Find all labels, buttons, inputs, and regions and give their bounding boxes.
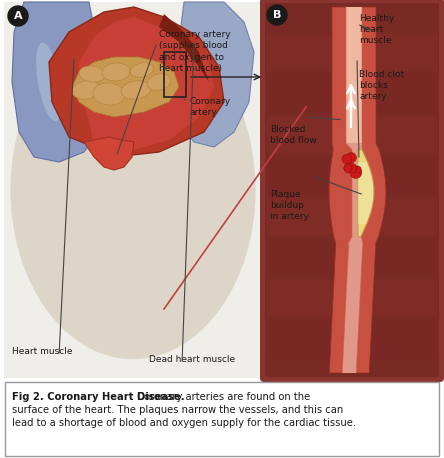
Circle shape [342, 154, 352, 164]
Text: Coronary
artery: Coronary artery [189, 97, 230, 117]
Polygon shape [159, 14, 209, 82]
Circle shape [346, 153, 357, 163]
Ellipse shape [79, 66, 105, 82]
Circle shape [347, 164, 357, 173]
Text: Blocked
blood flow: Blocked blood flow [270, 125, 317, 145]
Polygon shape [12, 2, 104, 162]
Circle shape [350, 167, 362, 179]
Bar [267, 239, 437, 276]
Ellipse shape [93, 83, 125, 105]
Bar [267, 34, 437, 71]
Ellipse shape [36, 43, 62, 121]
Ellipse shape [121, 81, 151, 99]
Polygon shape [358, 150, 374, 236]
Text: Plaque
buildup
in artery: Plaque buildup in artery [270, 190, 309, 221]
Circle shape [267, 5, 287, 25]
Circle shape [344, 164, 352, 172]
Polygon shape [329, 7, 386, 373]
Polygon shape [84, 137, 134, 170]
Ellipse shape [102, 63, 130, 81]
Text: Coronary artery
(supplies blood
and oxygen to
heart muscle): Coronary artery (supplies blood and oxyg… [159, 30, 230, 73]
Polygon shape [174, 2, 254, 147]
FancyBboxPatch shape [4, 2, 262, 378]
Circle shape [354, 166, 361, 173]
Bar [267, 157, 437, 194]
Text: Heart muscle: Heart muscle [12, 347, 72, 356]
FancyBboxPatch shape [265, 3, 439, 377]
Text: Coronary arteries are found on the: Coronary arteries are found on the [134, 392, 310, 402]
Ellipse shape [11, 21, 256, 359]
FancyBboxPatch shape [5, 382, 439, 456]
Ellipse shape [130, 63, 154, 77]
Ellipse shape [147, 74, 171, 90]
Bar [267, 116, 437, 153]
Polygon shape [346, 7, 362, 143]
Bar [267, 75, 437, 112]
FancyBboxPatch shape [260, 0, 444, 382]
Bar [267, 280, 437, 317]
Polygon shape [342, 7, 374, 373]
Text: A: A [14, 11, 22, 21]
Text: Fig 2. Coronary Heart Disease.: Fig 2. Coronary Heart Disease. [12, 392, 185, 402]
Polygon shape [79, 17, 214, 150]
Text: B: B [273, 10, 281, 20]
Bar [267, 198, 437, 235]
Text: Dead heart muscle: Dead heart muscle [149, 355, 235, 364]
Text: lead to a shortage of blood and oxygen supply for the cardiac tissue.: lead to a shortage of blood and oxygen s… [12, 418, 356, 428]
Text: surface of the heart. The plaques narrow the vessels, and this can: surface of the heart. The plaques narrow… [12, 405, 343, 415]
Ellipse shape [72, 81, 100, 99]
Text: Blood clot
blocks
artery: Blood clot blocks artery [359, 70, 404, 101]
Polygon shape [358, 162, 374, 224]
Bar [267, 321, 437, 358]
Circle shape [344, 164, 353, 173]
Polygon shape [49, 7, 224, 157]
Polygon shape [72, 57, 179, 117]
Circle shape [351, 167, 358, 174]
Circle shape [8, 6, 28, 26]
Bar [164, 52, 186, 97]
Text: Healthy
heart
muscle: Healthy heart muscle [359, 14, 394, 45]
